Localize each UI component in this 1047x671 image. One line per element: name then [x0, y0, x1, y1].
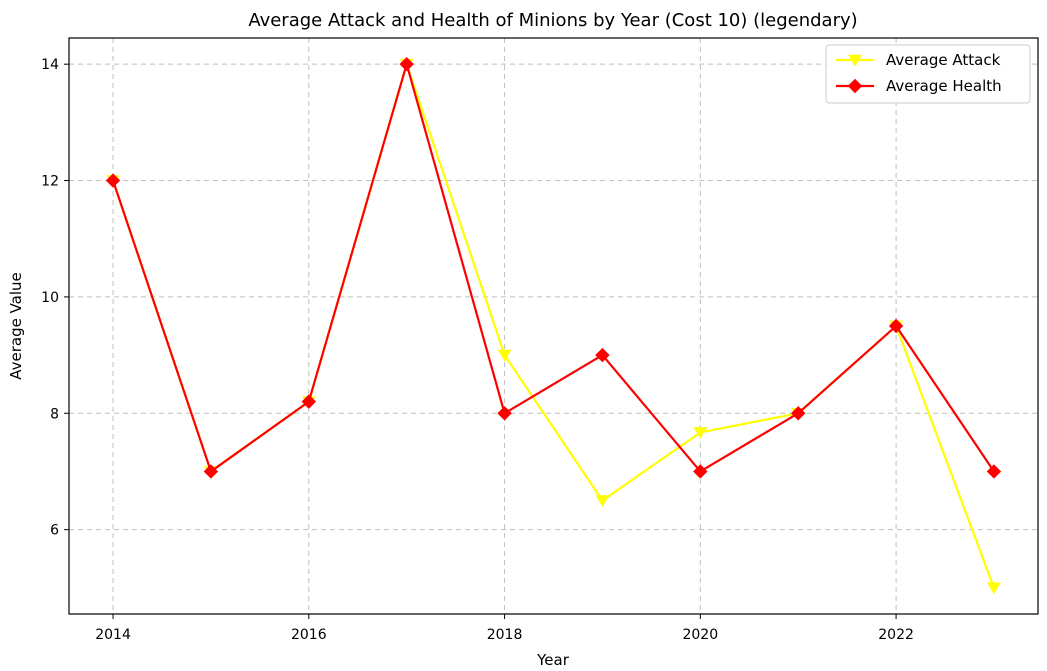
legend-box — [825, 44, 1031, 104]
series-line — [112, 63, 995, 473]
data-point — [986, 464, 1002, 479]
y-tick-label: 8 — [50, 406, 59, 422]
data-point — [595, 347, 610, 363]
legend-label: Average Health — [886, 77, 1002, 95]
legend-item: Average Attack — [836, 51, 1001, 69]
x-tick-label: 2022 — [878, 627, 914, 643]
data-point — [497, 406, 512, 421]
data-point — [497, 349, 512, 362]
plot-frame — [68, 37, 1039, 615]
grid — [69, 38, 1038, 614]
data-point — [987, 582, 1001, 595]
x-tick-label: 2016 — [291, 627, 327, 643]
data-point — [203, 464, 219, 479]
chart-title: Average Attack and Health of Minions by … — [248, 10, 857, 31]
data-point — [693, 427, 708, 439]
data-point — [105, 173, 121, 188]
x-tick-label: 2020 — [682, 627, 718, 643]
x-tick-label: 2014 — [95, 627, 131, 643]
y-tick-label: 14 — [41, 57, 59, 73]
data-point — [888, 318, 904, 334]
data-point — [790, 406, 806, 421]
legend-label: Average Attack — [886, 51, 1001, 69]
y-tick-label: 10 — [41, 290, 59, 306]
y-tick-label: 6 — [50, 523, 59, 539]
data-point — [693, 464, 708, 479]
legend-marker — [847, 78, 863, 94]
series-average-attack — [106, 58, 1001, 595]
legend: Average Attack Average Health — [825, 44, 1031, 104]
x-tick-label: 2018 — [487, 627, 523, 643]
series-average-health — [105, 56, 1002, 479]
y-tick-label: 12 — [41, 174, 59, 190]
data-point — [595, 495, 610, 507]
data-point — [301, 394, 317, 409]
legend-marker — [848, 54, 862, 67]
series-layer — [105, 56, 1002, 595]
series-line — [112, 63, 995, 589]
x-axis-label: Year — [536, 651, 570, 669]
y-axis-label: Average Value — [7, 272, 25, 380]
data-point — [399, 56, 414, 72]
legend-item: Average Health — [836, 77, 1002, 95]
axis-ticks: 2014 2016 2018 2020 2022 6 8 10 12 14 — [41, 57, 914, 643]
